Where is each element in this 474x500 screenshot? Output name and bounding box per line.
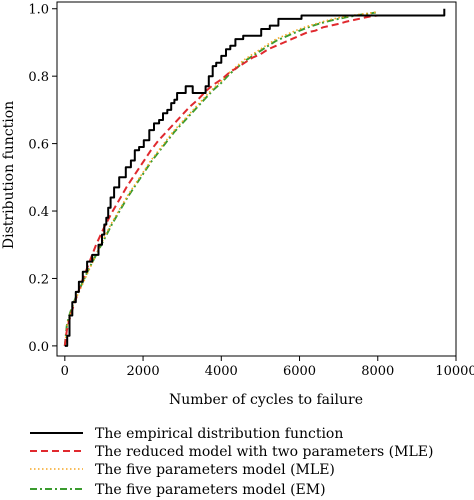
legend-label-4: The five parameters model (EM) (95, 482, 326, 498)
legend: The empirical distribution function The r… (30, 426, 433, 498)
series-line-1 (64, 8, 446, 347)
x-tick-label: 10000 (435, 364, 474, 379)
x-tick-label: 2000 (127, 364, 160, 379)
y-tick-label: 0.4 (28, 205, 49, 220)
legend-label-3: The five parameters model (MLE) (95, 462, 335, 478)
legend-label-1: The empirical distribution function (95, 426, 343, 442)
x-axis-title: Number of cycles to failure (169, 392, 363, 408)
series-line-3 (64, 11, 376, 346)
plot-area: 0 2000 4000 6000 8000 10000 0.0 0.2 0.4 0.6 0.8 1.0 (28, 1, 474, 379)
plot-frame (56, 1, 457, 357)
legend-label-2: The reduced model with two parameters (M… (95, 444, 433, 460)
x-tick-label: 4000 (205, 364, 238, 379)
x-tick-label: 6000 (283, 364, 316, 379)
x-tick-label: 8000 (361, 364, 394, 379)
y-axis-title: Distribution function (1, 101, 17, 249)
series-line-2 (63, 14, 378, 347)
y-tick-label: 0.6 (28, 138, 49, 153)
y-tick-label: 1.0 (28, 3, 49, 18)
x-tick-label: 0 (61, 364, 69, 379)
y-tick-label: 0.2 (28, 272, 49, 287)
series-line-4 (63, 11, 376, 346)
y-tick-label: 0.0 (28, 340, 49, 355)
y-tick-label: 0.8 (28, 70, 49, 85)
